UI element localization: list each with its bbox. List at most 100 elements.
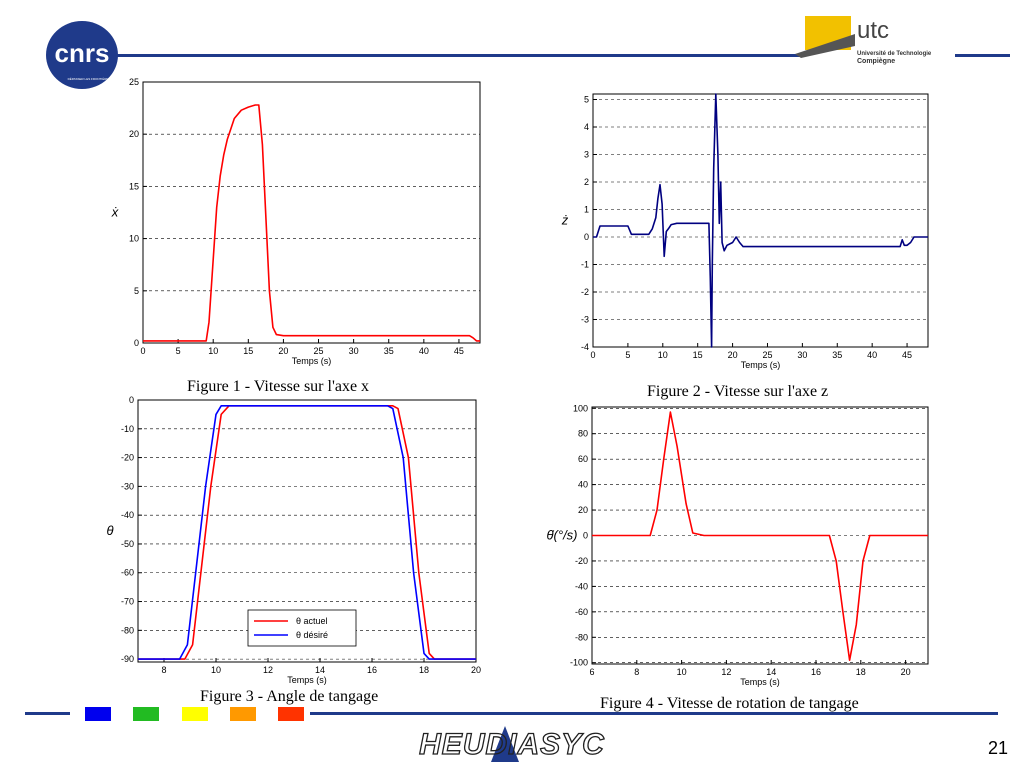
y-tick-label: 10 — [129, 234, 139, 244]
y-tick-label: 60 — [578, 454, 588, 464]
x-tick-label: 8 — [161, 665, 166, 675]
x-tick-label: 10 — [211, 665, 221, 675]
x-tick-label: 15 — [693, 350, 703, 360]
cnrs-logo-subtext: DÉPASSER LES FRONTIÈRES — [68, 76, 111, 81]
x-axis-label: Temps (s) — [287, 675, 327, 685]
caption-figure-4: Figure 4 - Vitesse de rotation de tangag… — [600, 695, 859, 712]
x-tick-label: 14 — [766, 667, 776, 677]
y-tick-label: -60 — [121, 568, 134, 578]
cnrs-logo: cnrs DÉPASSER LES FRONTIÈRES — [44, 20, 120, 90]
x-tick-label: 20 — [728, 350, 738, 360]
y-tick-label: -4 — [581, 342, 589, 352]
series-line — [593, 93, 928, 348]
y-tick-label: -60 — [575, 607, 588, 617]
color-square-green — [133, 707, 159, 721]
y-tick-label: 2 — [584, 177, 589, 187]
x-axis-label: Temps (s) — [741, 360, 781, 370]
y-tick-label: -70 — [121, 597, 134, 607]
x-tick-label: 10 — [208, 346, 218, 356]
y-tick-label: -40 — [575, 581, 588, 591]
x-tick-label: 0 — [590, 350, 595, 360]
x-tick-label: 45 — [902, 350, 912, 360]
y-tick-label: -100 — [570, 658, 588, 668]
y-tick-label: 20 — [129, 129, 139, 139]
y-tick-label: 0 — [583, 531, 588, 541]
legend — [247, 609, 357, 647]
y-tick-label: -40 — [121, 510, 134, 520]
x-tick-label: 18 — [856, 667, 866, 677]
y-tick-label: 80 — [578, 429, 588, 439]
y-tick-label: 0 — [584, 232, 589, 242]
x-tick-label: 45 — [454, 346, 464, 356]
series-line — [592, 411, 928, 662]
footer-bar-left — [25, 712, 70, 715]
x-tick-label: 8 — [634, 667, 639, 677]
y-tick-label: -80 — [575, 632, 588, 642]
chart-vitesse-x: 0 5 10 15 20 25 0 5 10 15 20 25 30 35 40 45 Temps (s) ẋ — [111, 77, 481, 366]
legend-label: θ actuel — [296, 616, 328, 626]
footer-bar-right — [310, 712, 998, 715]
header-bar-right — [955, 54, 1010, 57]
y-tick-label: 4 — [584, 122, 589, 132]
color-square-orange — [230, 707, 256, 721]
y-tick-label: 0 — [134, 338, 139, 348]
chart-rotation-tangage: -100 -80 -60 -40 -20 0 20 40 60 80 100 6 8 10 12 14 16 18… — [546, 403, 929, 687]
y-tick-label: -3 — [581, 315, 589, 325]
heudiasyc-logo-text: HEUDIASYC — [419, 728, 605, 761]
y-tick-label: 100 — [573, 403, 588, 413]
x-tick-label: 25 — [762, 350, 772, 360]
legend-label: θ désiré — [296, 630, 328, 640]
x-tick-label: 14 — [315, 665, 325, 675]
x-tick-label: 12 — [721, 667, 731, 677]
x-tick-label: 10 — [658, 350, 668, 360]
x-tick-label: 15 — [243, 346, 253, 356]
y-tick-label: 25 — [129, 77, 139, 87]
x-tick-label: 0 — [140, 346, 145, 356]
utc-logo: utc Université de Technologie Compiègne — [795, 12, 945, 67]
y-tick-label: 15 — [129, 181, 139, 191]
caption-figure-2: Figure 2 - Vitesse sur l'axe z — [647, 383, 829, 400]
page-number: 21 — [987, 738, 1008, 758]
x-tick-label: 16 — [811, 667, 821, 677]
y-tick-label: -20 — [121, 453, 134, 463]
y-axis-label: θ̇(°/s) — [546, 528, 577, 543]
y-axis-label: θ — [106, 523, 113, 538]
x-tick-label: 35 — [384, 346, 394, 356]
header-bar-left — [60, 54, 805, 57]
y-axis-label: ż — [561, 213, 569, 228]
x-tick-label: 10 — [677, 667, 687, 677]
color-square-yellow — [182, 707, 208, 721]
plot-area — [142, 81, 481, 344]
x-tick-label: 5 — [176, 346, 181, 356]
chart-angle-tangage: -90 -80 -70 -60 -50 -40 -30 -20 -10 0 8 10 12 14 16 18 2… — [106, 395, 481, 685]
x-tick-label: 18 — [419, 665, 429, 675]
x-tick-label: 6 — [589, 667, 594, 677]
series-line — [143, 104, 480, 342]
y-axis-label: ẋ — [111, 205, 119, 220]
y-tick-label: 40 — [578, 480, 588, 490]
utc-logo-sub1: Université de Technologie — [857, 51, 932, 57]
x-axis-label: Temps (s) — [292, 356, 332, 366]
x-tick-label: 20 — [278, 346, 288, 356]
x-axis-label: Temps (s) — [740, 677, 780, 687]
y-tick-label: -1 — [581, 260, 589, 270]
x-tick-label: 40 — [867, 350, 877, 360]
utc-logo-text: utc — [857, 17, 889, 44]
y-tick-label: -2 — [581, 287, 589, 297]
y-tick-label: 1 — [584, 205, 589, 215]
x-tick-label: 25 — [314, 346, 324, 356]
series-line — [138, 405, 476, 660]
plot-area — [592, 93, 929, 348]
y-tick-label: 5 — [134, 286, 139, 296]
x-tick-label: 20 — [901, 667, 911, 677]
x-tick-label: 30 — [797, 350, 807, 360]
y-tick-label: -90 — [121, 654, 134, 664]
x-tick-label: 35 — [832, 350, 842, 360]
heudiasyc-logo: HEUDIASYC — [405, 722, 620, 766]
x-tick-label: 40 — [419, 346, 429, 356]
x-tick-label: 12 — [263, 665, 273, 675]
y-tick-label: 3 — [584, 150, 589, 160]
x-tick-label: 20 — [471, 665, 481, 675]
y-tick-label: 0 — [129, 395, 134, 405]
